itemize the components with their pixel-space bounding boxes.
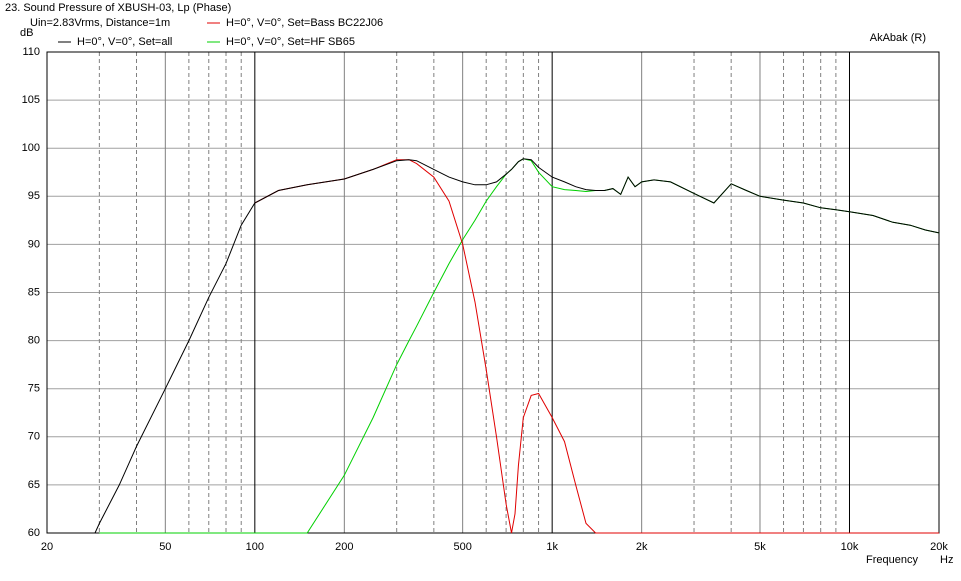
y-tick-label: 95 — [28, 190, 40, 202]
y-tick-label: 70 — [28, 431, 40, 443]
plot-frame — [46, 51, 940, 534]
series-line — [94, 158, 940, 534]
y-tick-label: 80 — [28, 335, 40, 347]
y-tick-label: 110 — [22, 46, 40, 58]
y-tick-label: 65 — [28, 479, 40, 491]
legend-label: H=0°, V=0°, Set=Bass BC22J06 — [226, 17, 383, 29]
x-tick-label: 500 — [453, 541, 471, 553]
x-axis-label: Frequency — [866, 554, 918, 566]
x-tick-label: 10k — [841, 541, 859, 553]
x-tick-label: 20k — [930, 541, 948, 553]
x-tick-label: 50 — [159, 541, 171, 553]
x-tick-label: 2k — [636, 541, 648, 553]
y-tick-label: 105 — [22, 94, 40, 106]
series-line — [254, 159, 939, 534]
x-tick-label: 5k — [754, 541, 766, 553]
x-tick-label: 1k — [546, 541, 558, 553]
legend-label: H=0°, V=0°, Set=all — [77, 36, 172, 48]
y-tick-label: 90 — [28, 238, 40, 250]
y-tick-label: 100 — [22, 142, 40, 154]
x-tick-label: 100 — [246, 541, 264, 553]
x-axis-unit: Hz — [940, 554, 953, 566]
y-axis-label: dB — [20, 27, 33, 39]
y-tick-label: 75 — [28, 383, 40, 395]
y-tick-label: 60 — [28, 527, 40, 539]
x-tick-label: 200 — [335, 541, 353, 553]
chart-title: 23. Sound Pressure of XBUSH-03, Lp (Phas… — [5, 2, 231, 14]
annotation: AkAbak (R) — [870, 32, 926, 44]
subtitle: Uin=2.83Vrms, Distance=1m — [30, 17, 170, 29]
legend-label: H=0°, V=0°, Set=HF SB65 — [226, 36, 355, 48]
y-tick-label: 85 — [28, 286, 40, 298]
x-tick-label: 20 — [41, 541, 53, 553]
